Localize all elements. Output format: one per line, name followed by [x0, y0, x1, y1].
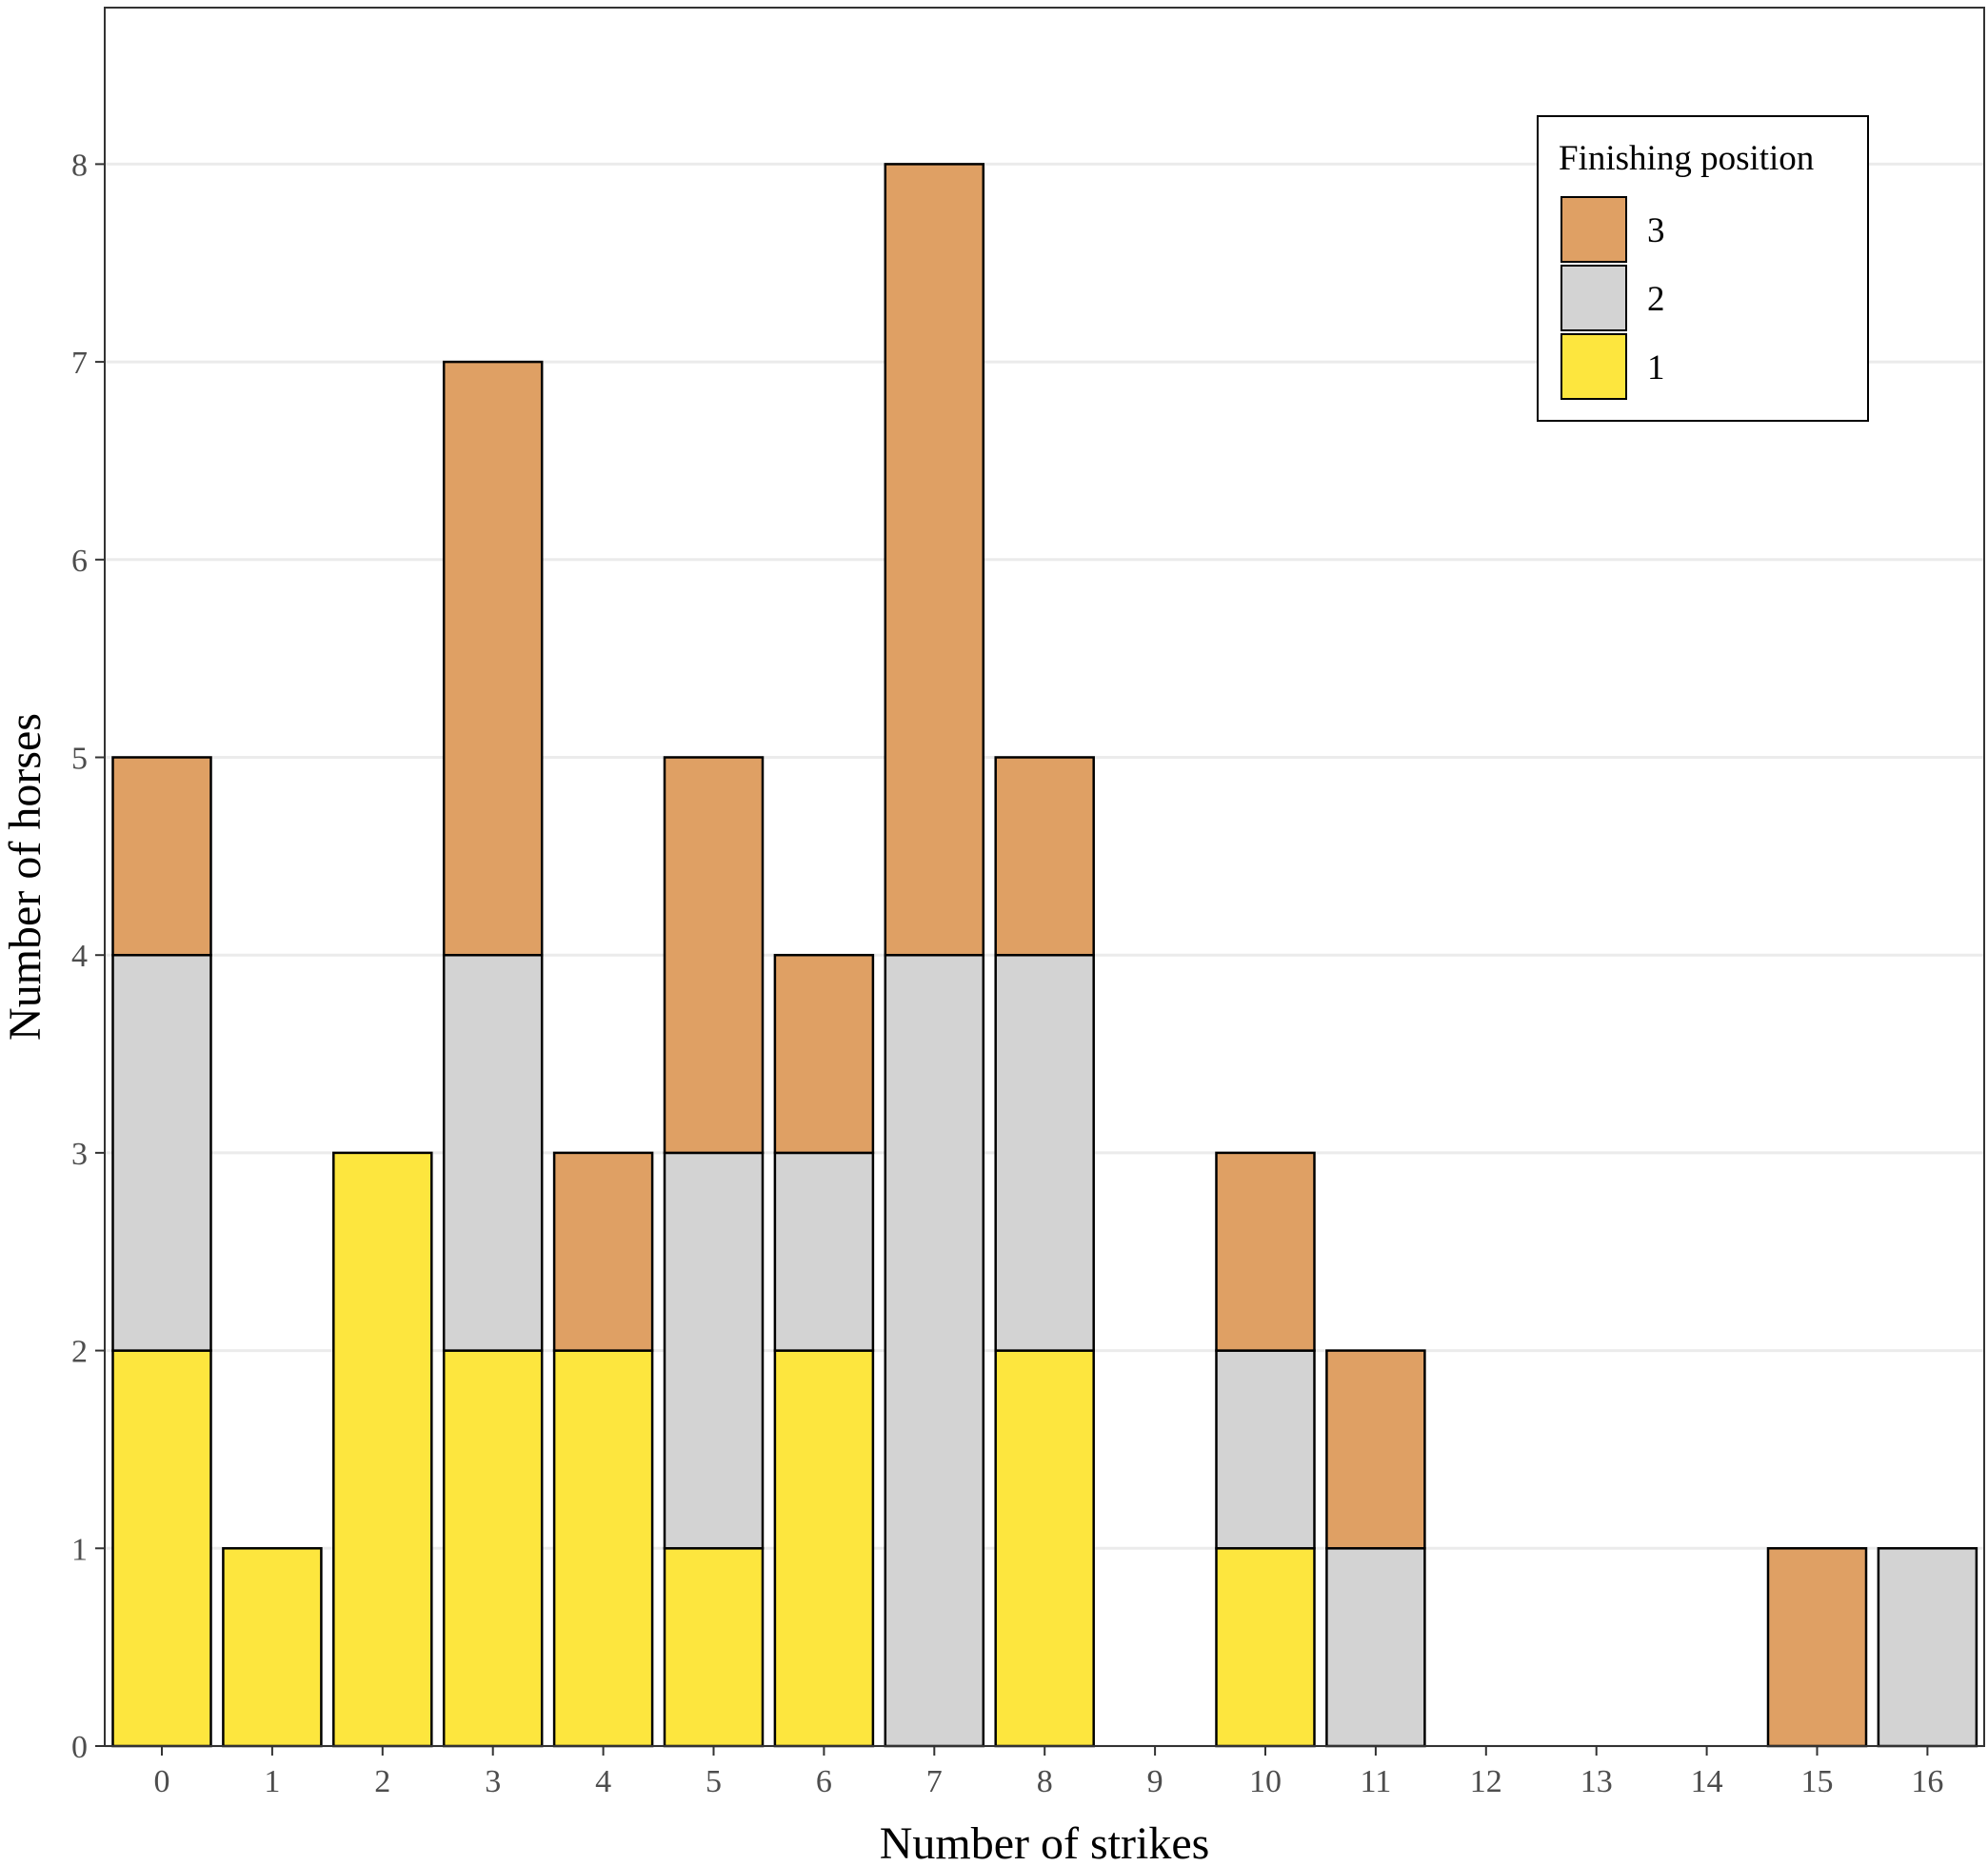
legend-label-1: 1	[1647, 348, 1665, 387]
bar-segment-strikes-7-position-2	[884, 953, 985, 1748]
x-tick-label: 7	[926, 1764, 943, 1799]
bar-segment-strikes-3-position-2	[442, 953, 544, 1352]
x-tick-label: 8	[1037, 1764, 1053, 1799]
bar-segment-strikes-10-position-1	[1215, 1547, 1316, 1748]
y-tick-label: 7	[71, 346, 88, 381]
bar-segment-strikes-6-position-1	[773, 1349, 875, 1748]
x-tick-label: 11	[1361, 1764, 1392, 1799]
bar-segment-strikes-4-position-3	[552, 1151, 654, 1352]
x-tick-label: 6	[816, 1764, 832, 1799]
legend-title: Finishing position	[1559, 139, 1814, 178]
bar-segment-strikes-8-position-2	[994, 953, 1095, 1352]
x-tick-label: 2	[374, 1764, 390, 1799]
bar-segment-strikes-6-position-2	[773, 1151, 875, 1352]
x-tick-label: 1	[264, 1764, 280, 1799]
y-axis-title: Number of horses	[0, 713, 50, 1041]
y-tick-label: 8	[71, 148, 88, 183]
bar-segment-strikes-0-position-1	[111, 1349, 212, 1748]
bar-segment-strikes-11-position-3	[1325, 1349, 1426, 1550]
bar-segment-strikes-8-position-1	[994, 1349, 1095, 1748]
x-axis-title: Number of strikes	[880, 1818, 1210, 1866]
x-tick-label: 16	[1911, 1764, 1943, 1799]
x-axis: 0 1 2 3 4 5 6 7 8 9 10 11 12 13 14 15 16	[154, 1746, 1943, 1799]
y-tick-label: 2	[71, 1335, 88, 1370]
bar-segment-strikes-7-position-3	[884, 163, 985, 957]
x-tick-label: 14	[1691, 1764, 1723, 1799]
bar-segment-strikes-4-position-1	[552, 1349, 654, 1748]
legend-label-2: 2	[1647, 280, 1665, 319]
bar-segment-strikes-8-position-3	[994, 756, 1095, 957]
legend-label-3: 3	[1647, 211, 1665, 250]
y-tick-label: 0	[71, 1730, 88, 1765]
bar-segment-strikes-5-position-1	[663, 1547, 765, 1748]
bar-segment-strikes-15-position-3	[1766, 1547, 1868, 1748]
y-axis: 0 1 2 3 4 5 6 7 8	[71, 148, 105, 1765]
y-tick-label: 6	[71, 544, 88, 579]
y-tick-label: 3	[71, 1137, 88, 1172]
x-tick-label: 4	[595, 1764, 611, 1799]
bar-segment-strikes-10-position-2	[1215, 1349, 1316, 1550]
x-tick-label: 10	[1249, 1764, 1282, 1799]
x-tick-label: 15	[1801, 1764, 1834, 1799]
bar-segment-strikes-2-position-1	[332, 1151, 433, 1748]
x-tick-label: 0	[154, 1764, 170, 1799]
y-tick-label: 4	[71, 939, 88, 974]
legend-swatch-2	[1561, 265, 1627, 331]
bar-segment-strikes-6-position-3	[773, 953, 875, 1155]
legend-swatch-3	[1561, 196, 1627, 263]
legend-swatch-1	[1561, 333, 1627, 400]
bar-segment-strikes-5-position-3	[663, 756, 765, 1155]
legend: Finishing position 3 2 1	[1537, 115, 1869, 422]
y-tick-label: 1	[71, 1532, 88, 1567]
bar-segment-strikes-3-position-1	[442, 1349, 544, 1748]
bar-segment-strikes-3-position-3	[442, 360, 544, 957]
bar-segment-strikes-1-position-1	[222, 1547, 323, 1748]
bar-segment-strikes-0-position-3	[111, 756, 212, 957]
x-tick-label: 9	[1147, 1764, 1163, 1799]
x-tick-label: 13	[1580, 1764, 1613, 1799]
x-tick-label: 5	[706, 1764, 722, 1799]
y-tick-label: 5	[71, 742, 88, 777]
bars	[111, 163, 1978, 1748]
legend-items: 3 2 1	[1561, 196, 1665, 400]
bar-segment-strikes-10-position-3	[1215, 1151, 1316, 1352]
bar-segment-strikes-0-position-2	[111, 953, 212, 1352]
x-tick-label: 12	[1470, 1764, 1502, 1799]
bar-segment-strikes-11-position-2	[1325, 1547, 1426, 1748]
bar-segment-strikes-16-position-2	[1877, 1547, 1978, 1748]
bar-segment-strikes-5-position-2	[663, 1151, 765, 1550]
x-tick-label: 3	[485, 1764, 501, 1799]
